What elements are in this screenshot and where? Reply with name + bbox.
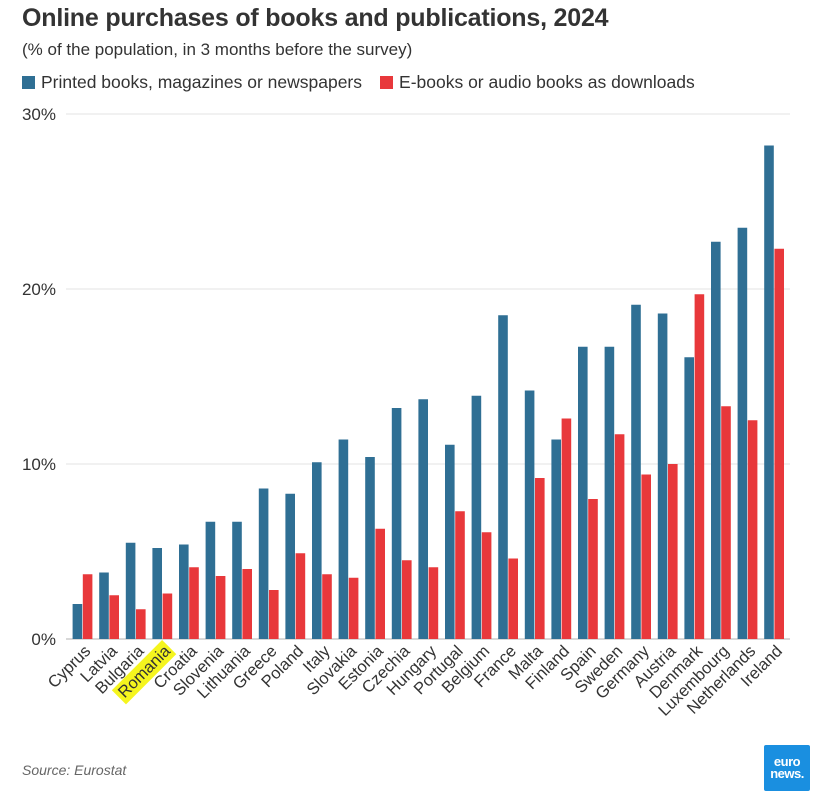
bar-printed-greece — [258, 488, 269, 639]
bar-ebooks-austria — [668, 464, 678, 639]
bar-printed-netherlands — [737, 227, 748, 639]
bar-ebooks-greece — [269, 590, 279, 639]
bar-printed-latvia — [99, 572, 109, 639]
bar-ebooks-france — [508, 558, 518, 639]
y-tick-label: 30% — [22, 105, 56, 124]
bar-printed-spain — [578, 346, 588, 639]
bar-printed-austria — [657, 313, 668, 639]
legend-label-printed: Printed books, magazines or newspapers — [41, 72, 363, 92]
legend-label-ebooks: E-books or audio books as downloads — [399, 72, 695, 92]
bar-ebooks-croatia — [189, 567, 199, 639]
highlight-marker — [111, 639, 177, 705]
bar-ebooks-finland — [561, 418, 572, 639]
bar-ebooks-portugal — [455, 511, 465, 639]
bar-ebooks-ireland — [774, 248, 784, 639]
bar-printed-slovenia — [205, 521, 216, 639]
bar-printed-hungary — [418, 399, 428, 639]
bar-printed-lithuania — [232, 521, 242, 639]
bar-printed-denmark — [684, 357, 694, 639]
bar-ebooks-lithuania — [242, 569, 252, 639]
bar-ebooks-slovenia — [215, 576, 226, 639]
bar-ebooks-cyprus — [82, 574, 93, 639]
bar-ebooks-hungary — [428, 567, 439, 639]
bar-ebooks-spain — [588, 499, 598, 639]
bar-ebooks-germany — [641, 474, 651, 639]
bar-printed-bulgaria — [125, 542, 136, 639]
chart-subtitle: (% of the population, in 3 months before… — [22, 40, 413, 59]
bar-ebooks-luxembourg — [721, 406, 731, 639]
bar-ebooks-malta — [535, 478, 545, 639]
bar-ebooks-slovakia — [348, 577, 359, 639]
bar-printed-malta — [524, 390, 535, 639]
bar-printed-finland — [551, 439, 561, 639]
bar-ebooks-sweden — [614, 434, 625, 639]
bar-ebooks-romania — [162, 593, 173, 639]
bar-ebooks-netherlands — [747, 420, 758, 639]
y-tick-label: 20% — [22, 280, 56, 299]
bar-printed-luxembourg — [711, 241, 721, 639]
bar-printed-cyprus — [72, 604, 83, 639]
bar-ebooks-czechia — [402, 560, 412, 639]
legend-swatch-printed — [22, 76, 35, 89]
bar-printed-germany — [631, 304, 641, 639]
bar-chart: 0%10%20%30%CyprusLatviaBulgariaRomaniaCr… — [22, 105, 790, 720]
bar-printed-poland — [285, 493, 295, 639]
legend-swatch-ebooks — [380, 76, 394, 89]
y-tick-label: 10% — [22, 455, 56, 474]
legend-item-printed: Printed books, magazines or newspapers — [22, 72, 362, 93]
bar-printed-portugal — [445, 444, 455, 639]
bar-ebooks-italy — [322, 574, 332, 639]
bar-ebooks-estonia — [375, 528, 385, 639]
chart-title: Online purchases of books and publicatio… — [22, 4, 609, 32]
y-tick-label: 0% — [31, 630, 56, 649]
euronews-logo: euro news. — [764, 745, 810, 791]
bar-ebooks-poland — [295, 553, 306, 639]
legend-item-ebooks: E-books or audio books as downloads — [380, 72, 695, 93]
bar-printed-italy — [312, 462, 322, 639]
bar-ebooks-bulgaria — [136, 609, 146, 639]
bar-printed-estonia — [365, 457, 375, 639]
bar-printed-france — [498, 315, 508, 639]
bar-ebooks-denmark — [694, 294, 705, 639]
bar-ebooks-latvia — [109, 595, 119, 639]
logo-line-1: euro — [773, 754, 801, 769]
logo-line-2: news. — [770, 766, 804, 781]
chart-legend: Printed books, magazines or newspapers E… — [22, 72, 713, 93]
bar-printed-croatia — [179, 544, 189, 639]
bar-ebooks-belgium — [481, 532, 492, 639]
bar-printed-czechia — [391, 408, 402, 639]
bar-printed-slovakia — [338, 439, 349, 639]
bar-printed-sweden — [604, 346, 615, 639]
bar-printed-ireland — [764, 145, 774, 639]
bar-printed-romania — [152, 548, 162, 639]
source-note: Source: Eurostat — [22, 762, 127, 778]
bar-printed-belgium — [471, 395, 482, 639]
